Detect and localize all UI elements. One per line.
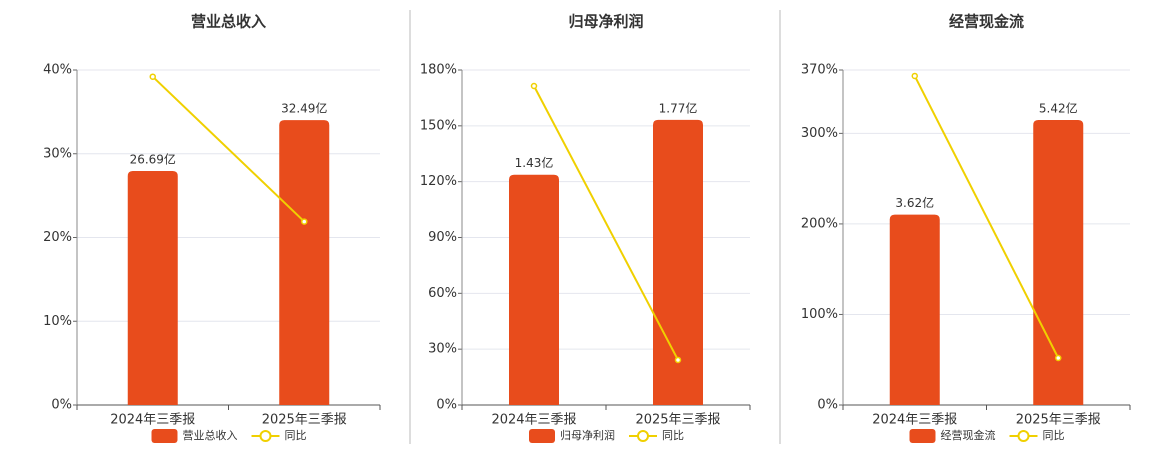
data-label: 32.49亿 bbox=[281, 101, 327, 116]
legend-marker bbox=[1017, 430, 1030, 442]
y-tick-label: 40% bbox=[43, 63, 72, 78]
legend-swatch bbox=[909, 429, 936, 443]
chart-title: 经营现金流 bbox=[949, 13, 1024, 31]
legend-label: 同比 bbox=[285, 429, 307, 442]
line-point bbox=[149, 73, 156, 80]
legend-label: 归母净利润 bbox=[560, 428, 615, 442]
bar bbox=[279, 120, 330, 405]
legend-label: 营业总收入 bbox=[183, 428, 238, 442]
line bbox=[533, 85, 679, 361]
bar bbox=[127, 170, 178, 405]
line-point bbox=[674, 356, 682, 364]
y-tick-label: 100% bbox=[801, 307, 838, 322]
legend-label: 同比 bbox=[1043, 429, 1065, 442]
x-tick-label: 2025年三季报 bbox=[1016, 413, 1101, 428]
line-point bbox=[530, 82, 538, 90]
x-tick-label: 2024年三季报 bbox=[872, 413, 957, 428]
y-tick-label: 30% bbox=[428, 342, 457, 357]
legend-swatch bbox=[151, 429, 178, 443]
chart-title: 归母净利润 bbox=[568, 13, 643, 31]
bar bbox=[889, 214, 940, 405]
line-point bbox=[1055, 354, 1062, 362]
x-tick-label: 2024年三季报 bbox=[491, 413, 576, 428]
data-label: 26.69亿 bbox=[130, 151, 176, 166]
y-tick-label: 370% bbox=[801, 63, 838, 78]
line bbox=[152, 75, 305, 223]
y-tick-label: 120% bbox=[420, 174, 457, 189]
line bbox=[913, 75, 1060, 359]
line-point bbox=[911, 72, 918, 80]
legend-label: 经营现金流 bbox=[941, 428, 996, 442]
y-tick-label: 0% bbox=[817, 398, 838, 413]
y-tick-label: 200% bbox=[801, 216, 838, 231]
x-tick-label: 2025年三季报 bbox=[262, 413, 347, 428]
legend-marker bbox=[259, 430, 272, 442]
x-tick-label: 2024年三季报 bbox=[110, 413, 195, 428]
x-tick-label: 2025年三季报 bbox=[635, 413, 720, 428]
data-label: 5.42亿 bbox=[1039, 100, 1078, 115]
legend-label: 同比 bbox=[662, 429, 684, 442]
y-tick-label: 0% bbox=[436, 398, 457, 413]
y-tick-label: 300% bbox=[801, 126, 838, 141]
y-tick-label: 0% bbox=[51, 398, 72, 413]
y-tick-label: 90% bbox=[428, 230, 457, 245]
bar bbox=[1033, 119, 1084, 405]
data-label: 1.43亿 bbox=[515, 155, 554, 170]
y-tick-label: 30% bbox=[43, 146, 72, 161]
y-tick-label: 150% bbox=[420, 118, 457, 133]
legend-marker bbox=[637, 430, 649, 442]
y-tick-label: 10% bbox=[43, 314, 72, 329]
chart-title: 营业总收入 bbox=[191, 13, 266, 31]
legend-swatch bbox=[529, 429, 555, 443]
bar bbox=[509, 174, 559, 405]
line-point bbox=[301, 218, 308, 225]
data-label: 3.62亿 bbox=[895, 195, 934, 210]
y-tick-label: 180% bbox=[420, 63, 457, 78]
bar bbox=[653, 119, 703, 405]
y-tick-label: 20% bbox=[43, 230, 72, 245]
data-label: 1.77亿 bbox=[659, 100, 698, 115]
y-tick-label: 60% bbox=[428, 286, 457, 301]
